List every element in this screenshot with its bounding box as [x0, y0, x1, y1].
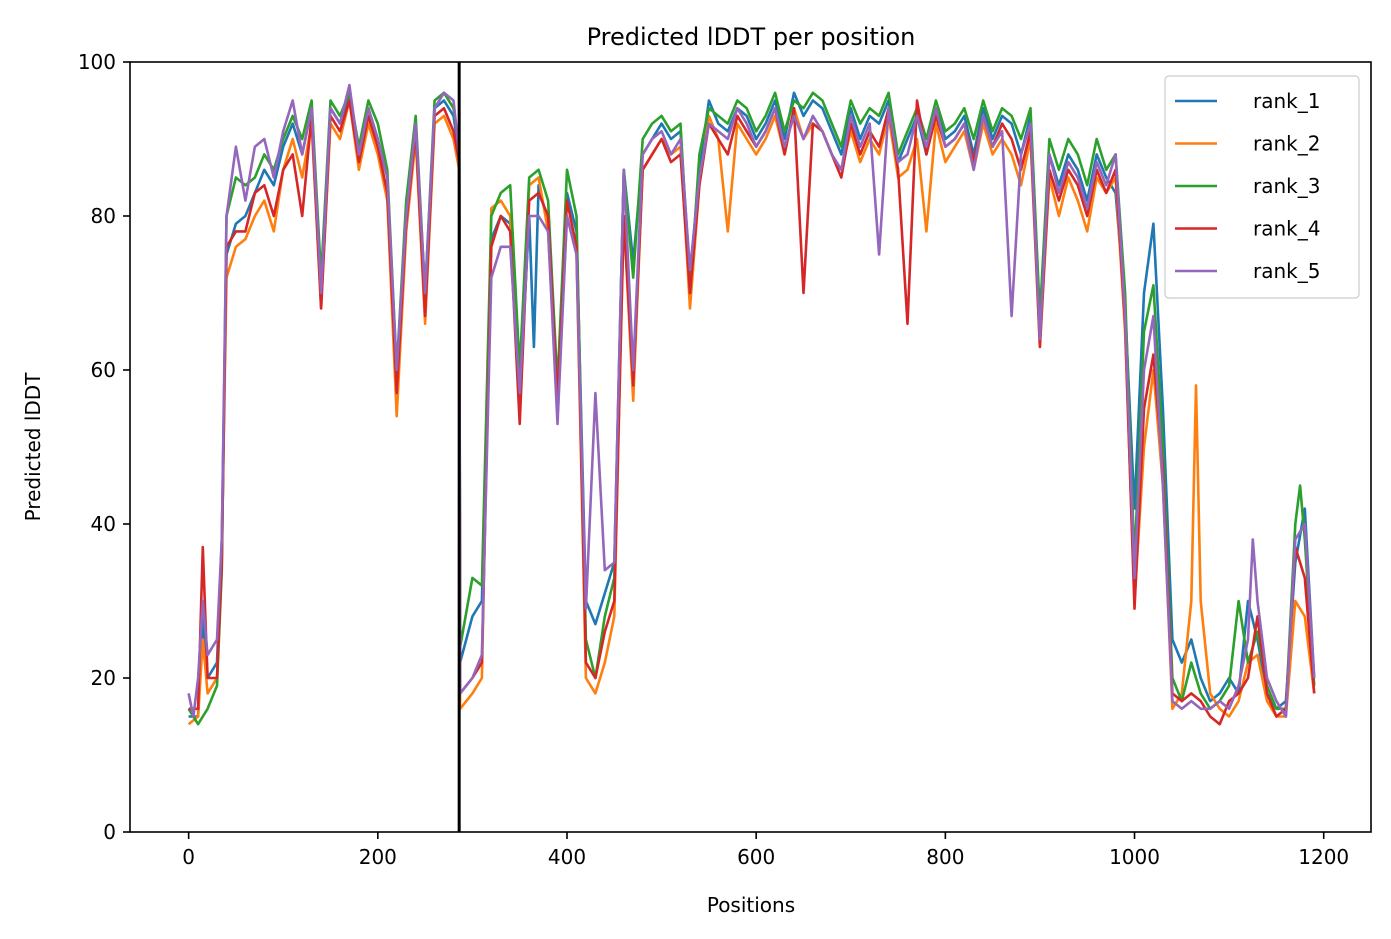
y-tick-label: 100: [78, 50, 116, 74]
x-tick-label: 800: [926, 845, 964, 869]
chart-title: Predicted lDDT per position: [587, 23, 916, 51]
y-tick-label: 0: [103, 820, 116, 844]
plot-area: [129, 61, 1372, 833]
plot-frame: [129, 61, 1372, 833]
x-axis-title: Positions: [707, 893, 795, 917]
x-axis: 0 200 400 600 800 1000 1200: [182, 832, 1349, 869]
legend: rank_1 rank_2 rank_3 rank_4 rank_5: [1164, 75, 1360, 299]
legend-label-rank-5: rank_5: [1253, 259, 1320, 283]
x-tick-label: 600: [737, 845, 775, 869]
x-tick-label: 1200: [1298, 845, 1349, 869]
x-tick-label: 400: [548, 845, 586, 869]
y-tick-label: 60: [91, 358, 116, 382]
y-axis-title: Predicted lDDT: [21, 372, 45, 522]
x-tick-label: 0: [182, 845, 195, 869]
y-tick-label: 20: [91, 666, 116, 690]
legend-box: [1164, 75, 1360, 299]
series-lines: [187, 83, 1316, 726]
y-tick-label: 40: [91, 512, 116, 536]
legend-label-rank-4: rank_4: [1253, 217, 1320, 241]
legend-label-rank-1: rank_1: [1253, 89, 1320, 113]
y-tick-label: 80: [91, 204, 116, 228]
x-tick-label: 200: [359, 845, 397, 869]
series-line-rank-5: [187, 83, 1316, 718]
legend-label-rank-2: rank_2: [1253, 132, 1320, 156]
legend-label-rank-3: rank_3: [1253, 174, 1320, 198]
x-tick-label: 1000: [1109, 845, 1160, 869]
y-axis: 0 20 40 60 80 100: [78, 50, 130, 844]
